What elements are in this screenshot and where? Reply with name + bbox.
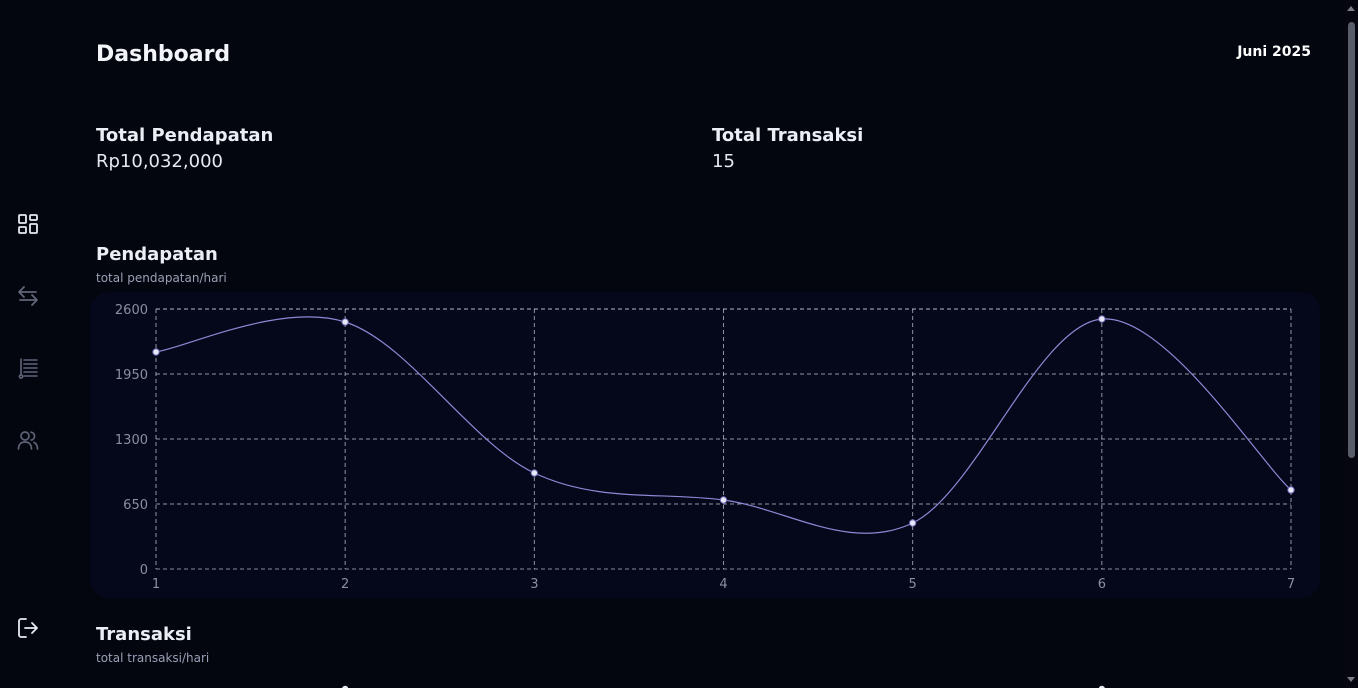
data-point [341, 318, 349, 326]
data-point [908, 519, 917, 527]
y-tick-label: 1300 [115, 433, 148, 448]
revenue-chart-card [90, 292, 1320, 598]
scroll-down-arrow[interactable] [1347, 677, 1355, 682]
data-point [1098, 315, 1106, 323]
dashboard-icon[interactable] [15, 211, 41, 237]
transactions-section-subtitle: total transaksi/hari [96, 651, 210, 665]
page-title: Dashboard [96, 42, 231, 67]
stat-total-transactions: Total Transaksi 15 [712, 124, 863, 176]
stat-value: 15 [712, 151, 735, 172]
data-point [530, 469, 539, 477]
x-tick-label: 7 [1287, 577, 1295, 592]
data-point [719, 496, 728, 504]
scroll-thumb[interactable] [1348, 22, 1355, 458]
data-point [1287, 486, 1295, 494]
list-icon[interactable] [15, 355, 41, 381]
transfer-icon[interactable] [15, 283, 41, 309]
data-point [152, 348, 160, 356]
users-icon[interactable] [15, 427, 41, 453]
x-tick-label: 5 [909, 577, 917, 592]
y-tick-label: 2600 [115, 303, 148, 318]
stat-total-revenue: Total Pendapatan Rp10,032,000 [96, 124, 273, 176]
x-tick-label: 1 [152, 577, 160, 592]
revenue-section-subtitle: total pendapatan/hari [96, 271, 227, 285]
scrollbar[interactable] [1344, 0, 1358, 688]
x-tick-label: 4 [719, 577, 727, 592]
x-tick-label: 2 [341, 577, 349, 592]
scroll-up-arrow[interactable] [1347, 6, 1355, 11]
next-chart-point [1098, 685, 1105, 688]
x-tick-label: 3 [530, 577, 538, 592]
stat-label: Total Transaksi [712, 125, 864, 146]
sidebar [0, 0, 56, 688]
y-tick-label: 650 [123, 498, 148, 513]
period-label: Juni 2025 [1237, 44, 1311, 60]
revenue-section-title: Pendapatan [96, 244, 218, 265]
stat-label: Total Pendapatan [96, 125, 274, 146]
next-chart-point [342, 685, 349, 688]
x-tick-label: 6 [1098, 577, 1106, 592]
y-tick-label: 1950 [115, 368, 148, 383]
transactions-section-title: Transaksi [96, 624, 192, 645]
stat-value: Rp10,032,000 [96, 151, 223, 172]
y-tick-label: 0 [140, 563, 148, 578]
logout-icon[interactable] [15, 615, 41, 641]
